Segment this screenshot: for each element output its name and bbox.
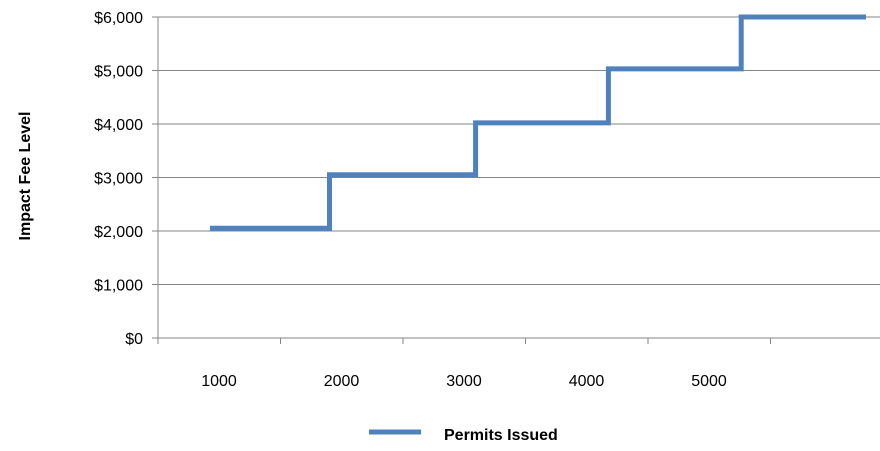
series-line [210, 14, 866, 231]
x-tick-label: 5000 [691, 373, 727, 390]
y-tick-label: $3,000 [94, 171, 143, 188]
legend: Permits Issued [369, 427, 558, 444]
y-tick-label: $5,000 [94, 64, 143, 81]
y-tick-label: $0 [125, 331, 143, 348]
gridlines [158, 16, 880, 285]
x-tick-label: 4000 [569, 373, 605, 390]
y-tick-label: $6,000 [94, 10, 143, 27]
y-tick-label: $2,000 [94, 224, 143, 241]
y-tick-label: $1,000 [94, 278, 143, 295]
x-tick-label: 3000 [446, 373, 482, 390]
x-tick-label: 2000 [324, 373, 360, 390]
y-tick-label: $4,000 [94, 117, 143, 134]
x-tick-label: 1000 [201, 373, 237, 390]
y-axis-title: Impact Fee Level [17, 112, 34, 241]
tick-labels: $0 $1,000 $2,000 $3,000 $4,000 $5,000 $6,000 10… [94, 10, 727, 390]
series [210, 14, 866, 231]
legend-label: Permits Issued [444, 427, 558, 444]
axes [152, 16, 880, 344]
